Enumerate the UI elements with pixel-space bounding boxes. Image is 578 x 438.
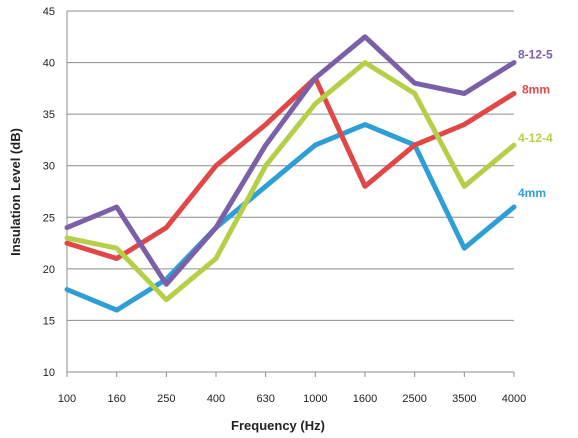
series-line-4mm xyxy=(64,122,517,313)
y-tick-label: 45 xyxy=(43,6,55,18)
y-tick-label: 30 xyxy=(43,161,55,173)
series-label-4mm: 4mm xyxy=(518,186,546,200)
series-line-4-12-4 xyxy=(64,60,517,303)
x-tick-label: 2500 xyxy=(402,393,426,405)
y-tick-label: 40 xyxy=(43,58,55,70)
axes: 10 15 20 25 30 35 40 45 100 160 250 400 630 1000 1600 2… xyxy=(43,6,526,405)
y-axis-title: Insulation Level (dB) xyxy=(8,128,23,256)
x-tick-label: 4000 xyxy=(502,393,526,405)
x-tick-label: 1000 xyxy=(303,393,327,405)
x-tick-label: 100 xyxy=(58,393,76,405)
gridlines xyxy=(67,10,514,373)
series-label-8mm: 8mm xyxy=(522,83,550,97)
y-tick-label: 35 xyxy=(43,109,55,121)
series-line-8-12-5 xyxy=(64,34,517,287)
x-tick-label: 160 xyxy=(107,393,125,405)
y-tick-label: 15 xyxy=(43,315,55,327)
x-tick-label: 3500 xyxy=(452,393,476,405)
series-label-8-12-5: 8-12-5 xyxy=(518,48,553,62)
series-label-4-12-4: 4-12-4 xyxy=(518,131,553,145)
x-tick-label: 1600 xyxy=(353,393,377,405)
y-tick-label: 10 xyxy=(43,367,55,379)
x-axis-title: Frequency (Hz) xyxy=(231,418,325,433)
series-lines xyxy=(64,34,517,313)
x-tick-label: 400 xyxy=(207,393,225,405)
x-tick-label: 250 xyxy=(157,393,175,405)
y-tick-label: 25 xyxy=(43,212,55,224)
y-tick-label: 20 xyxy=(43,264,55,276)
x-tick-label: 630 xyxy=(256,393,274,405)
series-labels: 4mm 8mm 4-12-4 8-12-5 xyxy=(518,48,553,200)
